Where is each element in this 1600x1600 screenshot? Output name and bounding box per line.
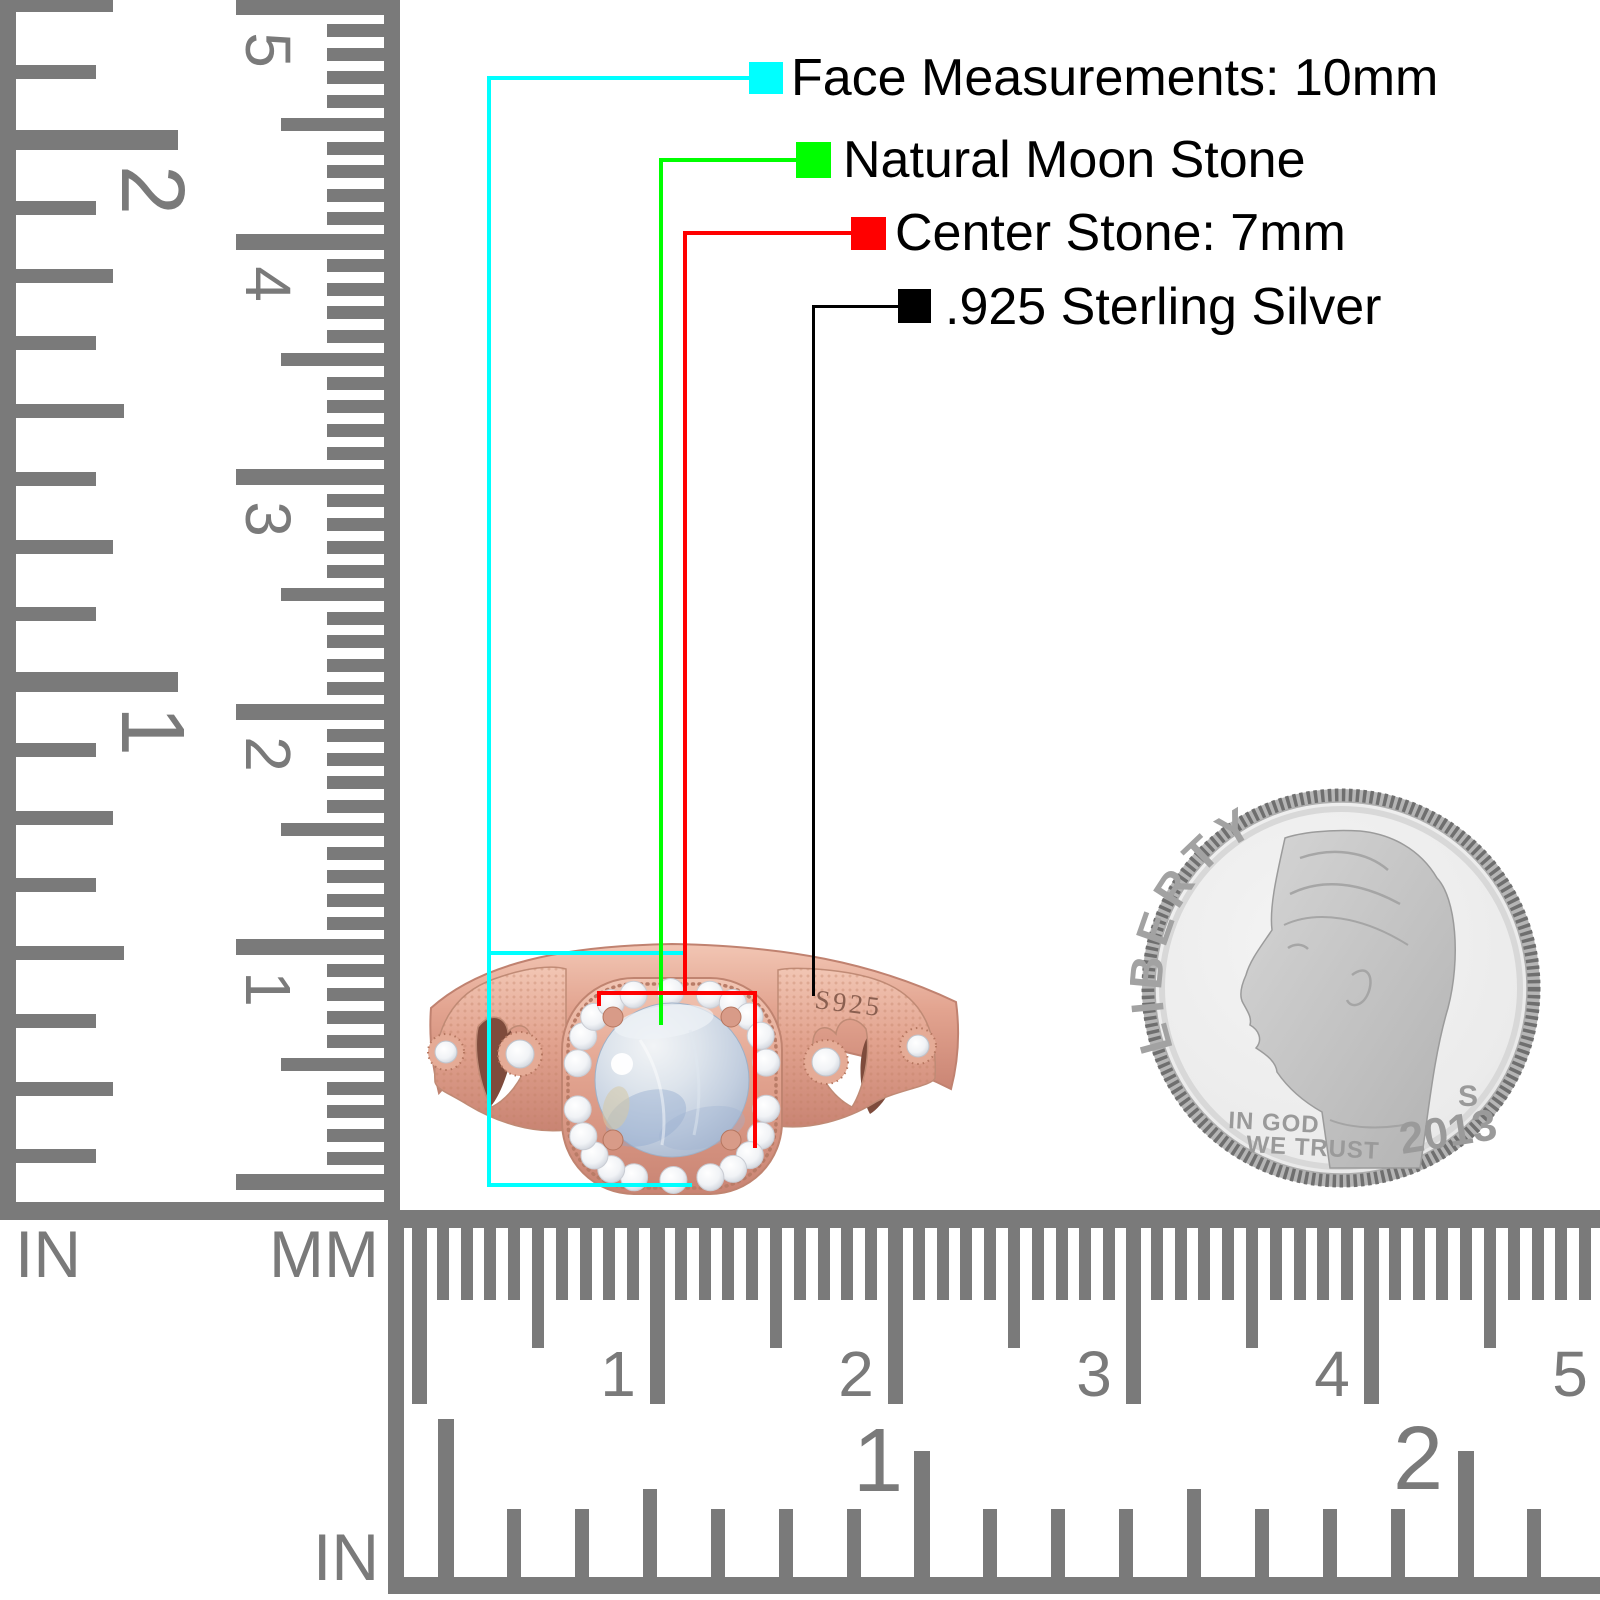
left-inch-label-2: 2 [102, 164, 202, 216]
bottom-ruler-left-bar [388, 1210, 404, 1594]
dime-mint-mark: S [1458, 1080, 1478, 1113]
bust-details [1283, 850, 1409, 1129]
center-box-top [597, 991, 757, 995]
bottom-mm-label-5: 5 [1552, 1338, 1588, 1410]
left-ruler-in-unit: IN [15, 1217, 81, 1291]
metal-legend-swatch [898, 289, 931, 323]
left-ruler-mm-bar [384, 0, 400, 1220]
roosevelt-bust [1240, 829, 1456, 1169]
left-mm-label-4: 4 [232, 266, 304, 302]
left-ruler-mm-unit: MM [269, 1217, 379, 1291]
center-legend-label: Center Stone: 7mm [895, 204, 1346, 262]
center-callout-line-h [683, 231, 851, 235]
left-ruler-inch-bar [0, 0, 16, 1220]
face-top-bracket [487, 951, 683, 955]
left-mm-label-1: 1 [232, 971, 304, 1007]
center-legend-swatch [851, 217, 886, 250]
face-bottom-bracket [487, 1183, 692, 1187]
stone-legend-swatch [796, 142, 831, 178]
bottom-ruler-in-unit: IN [313, 1520, 379, 1594]
center-callout-line-v [683, 231, 687, 993]
face-legend-swatch [749, 62, 783, 94]
center-box-left-tick [597, 991, 601, 1006]
bottom-mm-label-4: 4 [1314, 1338, 1350, 1410]
bottom-mm-label-3: 3 [1076, 1338, 1112, 1410]
ring-side-stones [427, 1027, 937, 1085]
bottom-mm-label-2: 2 [838, 1338, 874, 1410]
ring-prongs [602, 1006, 742, 1151]
bottom-ruler-top-bar [388, 1210, 1600, 1228]
left-inch-label-1: 1 [102, 705, 202, 757]
bottom-ruler-bottom-bar [388, 1577, 1600, 1594]
dime-photo: LIBERTY IN GOD WE TRUST 2013 S [1130, 788, 1541, 1188]
ring-right-shank-texture [778, 968, 936, 1127]
stone-callout-line-h [659, 158, 796, 162]
metal-callout-line-v [812, 305, 815, 996]
stone-callout-line-v [659, 158, 663, 1025]
left-mm-label-2: 2 [232, 736, 304, 772]
face-legend-label: Face Measurements: 10mm [791, 49, 1439, 107]
left-ruler-bottom-bar [0, 1202, 400, 1220]
face-callout-line-h [487, 76, 749, 80]
metal-callout-line-h [812, 305, 898, 308]
ring-photo: S925 [427, 942, 960, 1195]
ring-center-stone [594, 1002, 750, 1158]
left-mm-label-3: 3 [232, 501, 304, 537]
bottom-inch-label-1: 1 [852, 1411, 904, 1511]
dime-motto-line1: IN GOD [1228, 1107, 1321, 1139]
center-box-right [753, 991, 757, 1148]
left-mm-label-5: 5 [232, 32, 304, 68]
dime-reeding [1141, 788, 1541, 1188]
ring-left-shank-texture [434, 967, 566, 1131]
face-callout-line-v [487, 76, 491, 1187]
bottom-inch-label-2: 2 [1392, 1409, 1444, 1509]
metal-legend-label: .925 Sterling Silver [945, 278, 1382, 336]
bottom-mm-label-1: 1 [600, 1338, 636, 1410]
stone-legend-label: Natural Moon Stone [843, 131, 1306, 189]
